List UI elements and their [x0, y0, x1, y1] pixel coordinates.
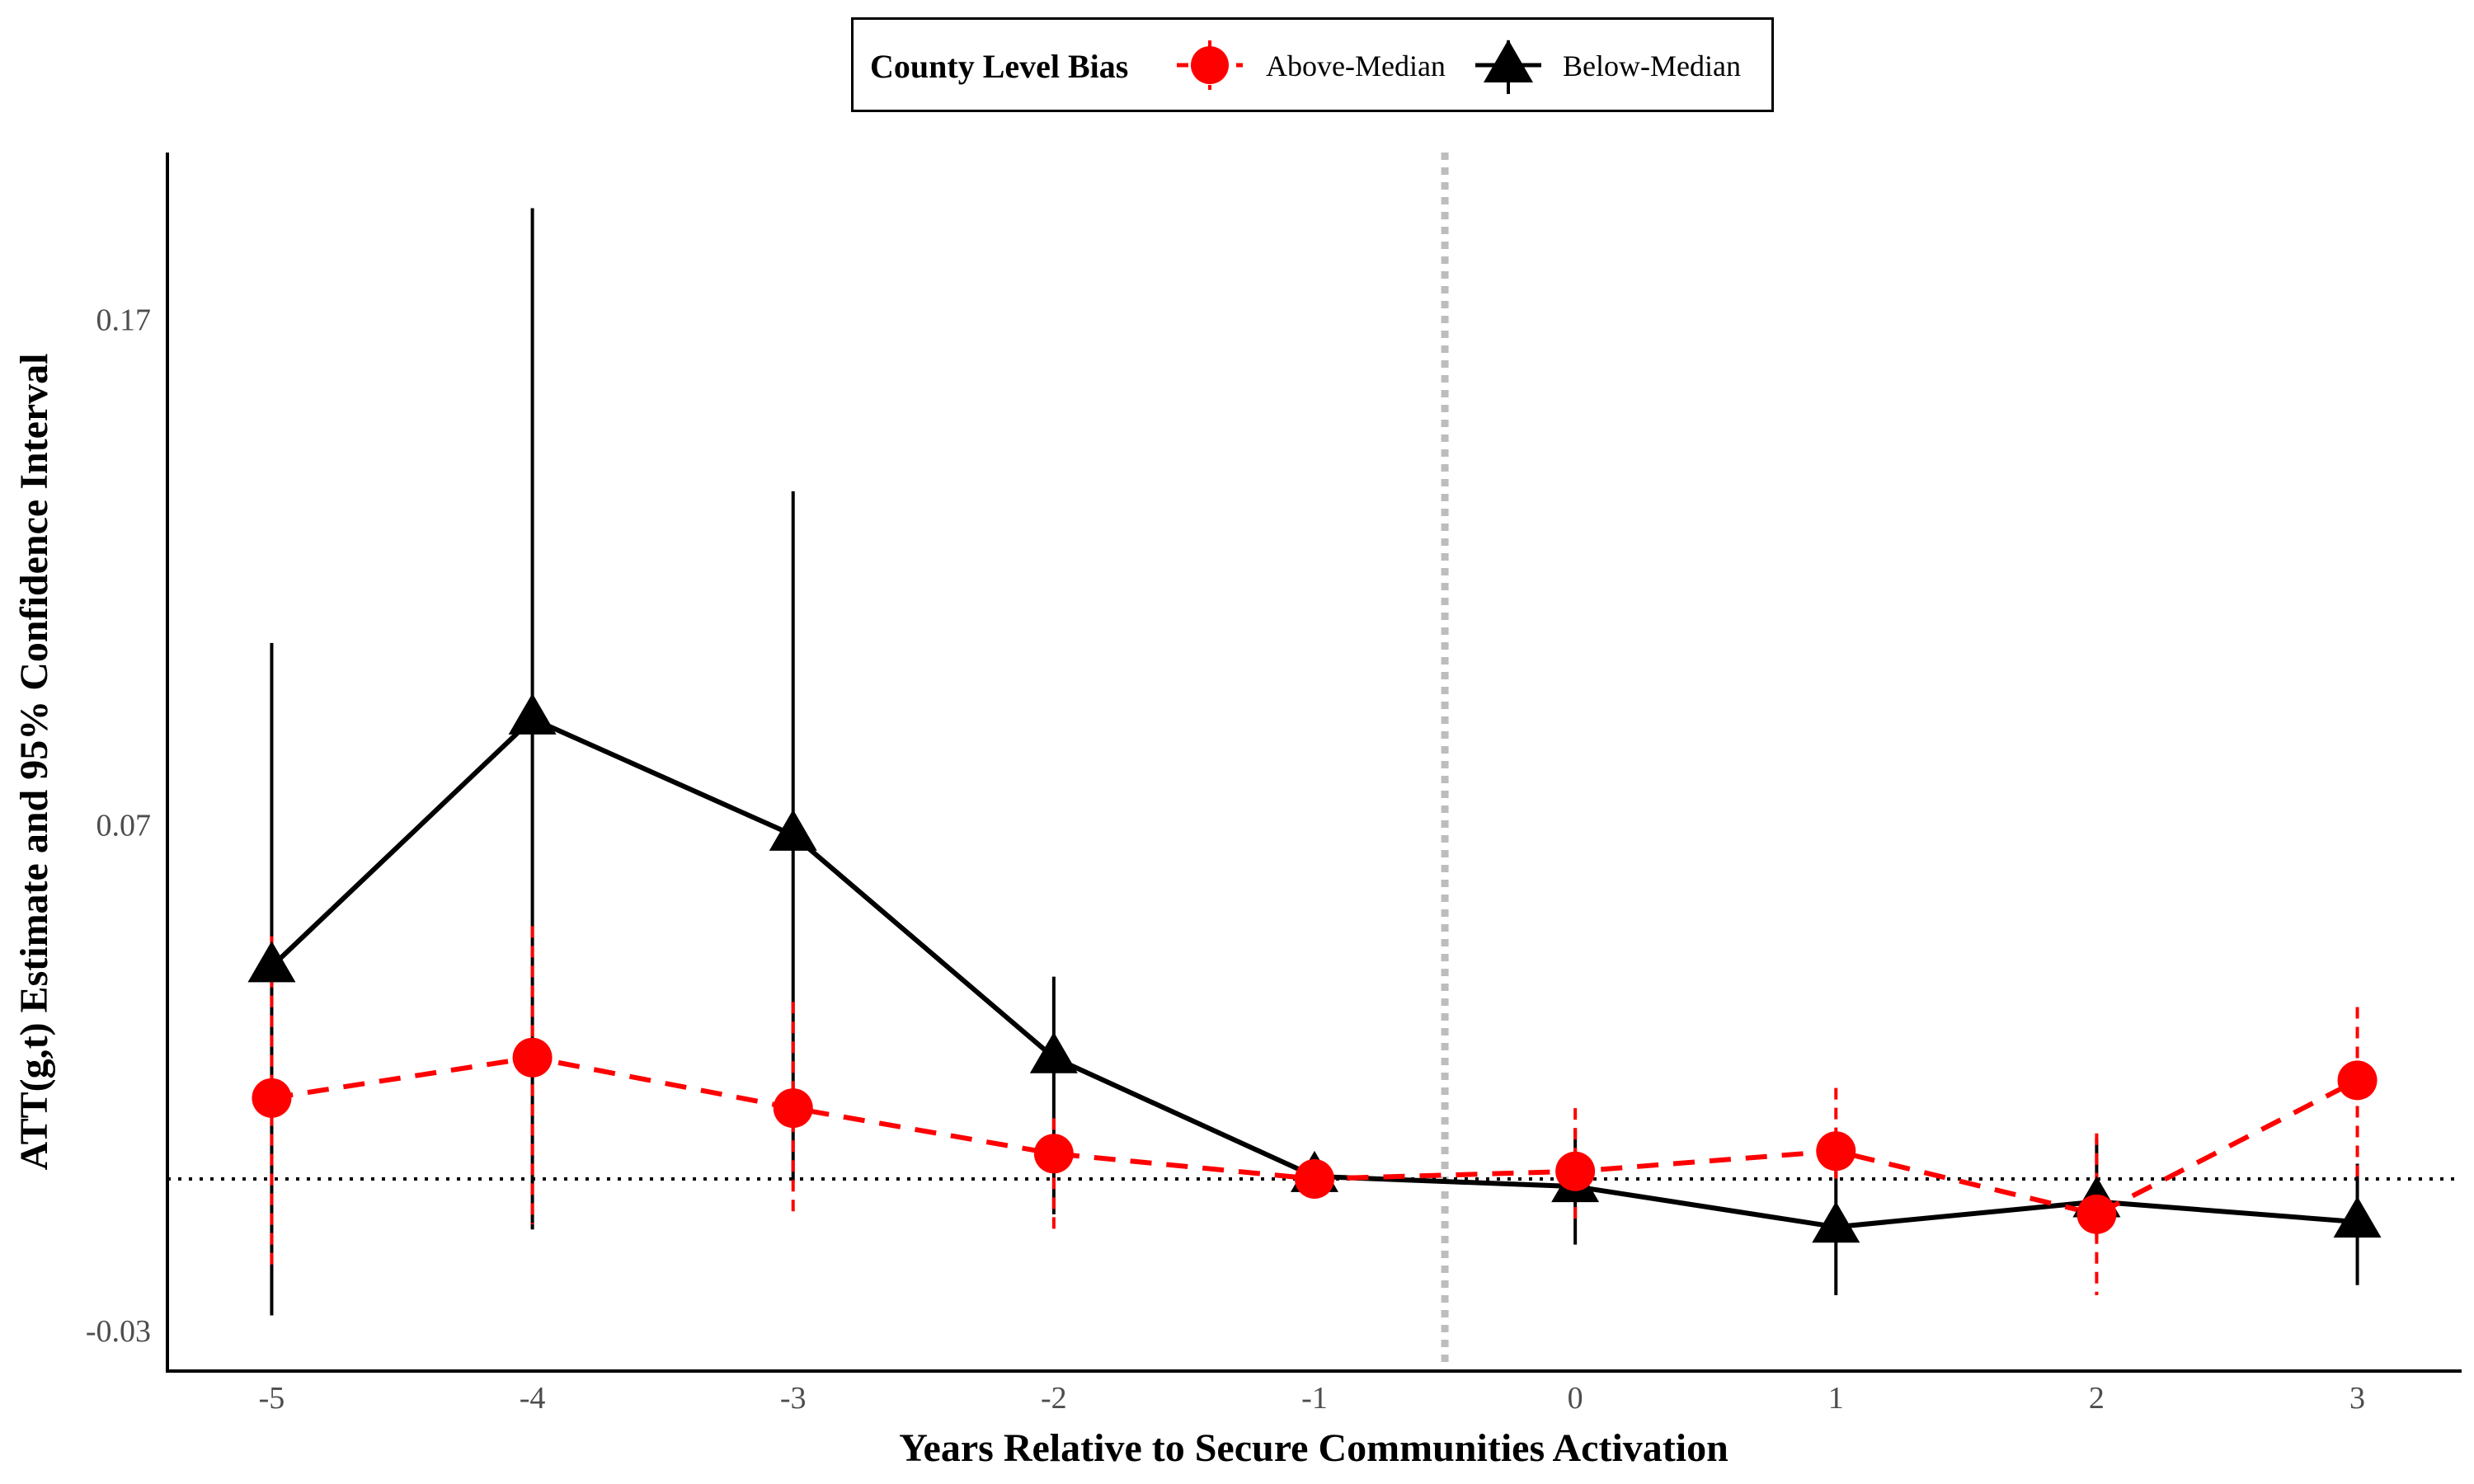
legend-key-below-median [1475, 40, 1541, 94]
point-below-median [508, 693, 557, 735]
series-lines [270, 716, 2359, 1230]
y-axis-title: ATT(g,t) Estimate and 95% Confidence Int… [12, 353, 56, 1170]
point-below-median [247, 941, 296, 983]
legend-label-above-median: Above-Median [1266, 49, 1446, 82]
series-markers [247, 693, 2382, 1243]
point-above-median [773, 1088, 813, 1129]
x-tick-label: 3 [2349, 1381, 2365, 1416]
legend: County Level Bias Above-Median Below-Med… [851, 17, 1774, 112]
point-above-median [1555, 1151, 1596, 1191]
x-tick-label: 1 [1828, 1381, 1844, 1416]
point-above-median [2077, 1194, 2117, 1234]
tick-labels: -5 -4 -3 -2 -1 0 1 2 3 0.17 0.07 -0.03 [86, 303, 2365, 1416]
x-tick-label: -4 [520, 1381, 546, 1416]
x-tick-label: -2 [1041, 1381, 1067, 1416]
point-above-median [1295, 1158, 1334, 1199]
point-below-median [1812, 1201, 1860, 1243]
error-bars [270, 208, 2359, 1316]
legend-title: County Level Bias [870, 48, 1129, 85]
series-line-below-median [270, 716, 2358, 1230]
point-above-median [2337, 1060, 2378, 1101]
legend-key-above-median [1177, 40, 1243, 90]
point-above-median [512, 1037, 553, 1078]
x-tick-label: -3 [780, 1381, 807, 1416]
y-tick-label: 0.07 [96, 809, 152, 843]
x-tick-label: 0 [1568, 1381, 1583, 1416]
x-tick-label: 2 [2089, 1381, 2105, 1416]
y-tick-label: -0.03 [86, 1314, 151, 1349]
x-tick-label: -1 [1301, 1381, 1328, 1416]
y-tick-label: 0.17 [96, 303, 152, 337]
axes [166, 153, 2462, 1373]
point-above-median [252, 1078, 292, 1118]
point-above-median [1033, 1134, 1074, 1174]
x-axis-title: Years Relative to Secure Communities Act… [899, 1426, 1729, 1470]
x-tick-label: -5 [259, 1381, 285, 1416]
point-below-median [2333, 1196, 2382, 1238]
point-below-median [1029, 1031, 1078, 1073]
point-above-median [1816, 1131, 1856, 1172]
legend-label-below-median: Below-Median [1563, 49, 1741, 82]
point-below-median [769, 809, 817, 851]
